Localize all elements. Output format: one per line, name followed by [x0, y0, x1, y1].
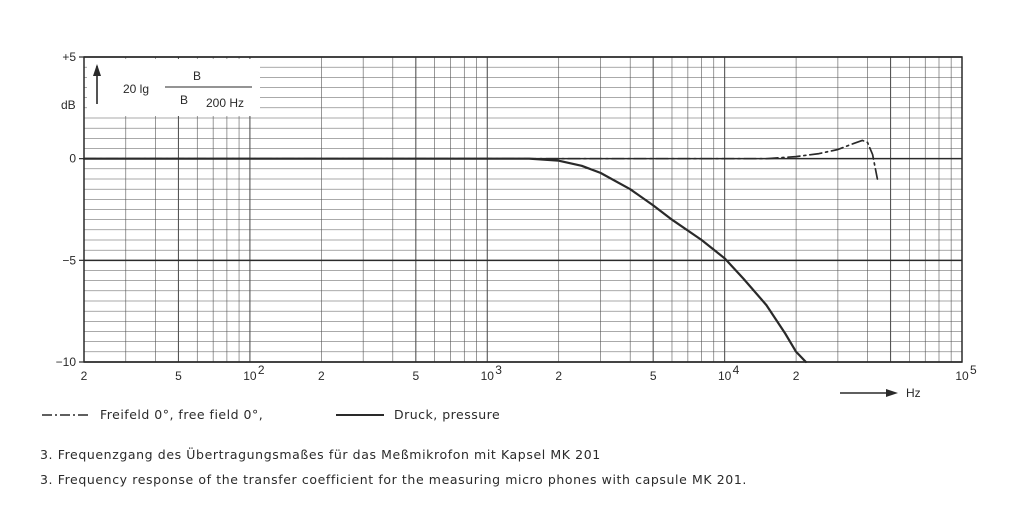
formula-denominator-sub: 200 Hz: [206, 96, 244, 110]
y-tick-label: +5: [62, 50, 76, 64]
x-tick-exponent: 4: [733, 363, 740, 377]
chart-frame: [83, 56, 963, 363]
formula-numerator: B: [193, 69, 201, 83]
x-tick-label: 5: [412, 369, 419, 383]
y-axis-arrow-head: [93, 64, 101, 76]
caption-german: 3. Frequenzgang des Übertragungsmaßes fü…: [40, 447, 601, 462]
legend-swatch-free-field: [42, 414, 90, 416]
legend-label-pressure: Druck, pressure: [394, 407, 501, 422]
formula-denominator: B: [180, 93, 188, 107]
x-tick-label: 10: [481, 369, 495, 383]
y-tick-label: −10: [56, 355, 77, 369]
x-tick-label: 10: [718, 369, 732, 383]
x-tick-label: 2: [318, 369, 325, 383]
x-tick-exponent: 2: [258, 363, 265, 377]
formula-prefix: 20 lg: [123, 82, 149, 96]
series-pressure-line: [82, 157, 807, 364]
x-tick-exponent: 5: [970, 363, 977, 377]
x-tick-label: 10: [955, 369, 969, 383]
x-axis-unit: Hz: [906, 386, 921, 400]
x-tick-exponent: 3: [495, 363, 502, 377]
y-tick-label: 0: [69, 152, 76, 166]
frequency-response-chart: 20 lg B B 200 Hz dB +50−5−10 2 5 10 2 2 5 10 3 2…: [56, 50, 977, 400]
y-tick-labels: +5 0 −5 −10: [56, 50, 84, 369]
x-tick-label: 2: [793, 369, 800, 383]
y-tick-label: −5: [62, 253, 76, 267]
x-tick-labels: 2 5 10 2 2 5 10 3 2 5 10 4 2 10 5: [81, 363, 977, 383]
x-axis-arrow-head: [886, 389, 898, 397]
caption-english: 3. Frequency response of the transfer co…: [40, 472, 747, 487]
x-tick-label: 2: [81, 369, 88, 383]
plot-frame: [83, 56, 963, 363]
x-tick-label: 10: [243, 369, 257, 383]
y-formula-box: 20 lg B B 200 Hz: [87, 59, 260, 116]
x-tick-label: 5: [175, 369, 182, 383]
x-tick-label: 2: [555, 369, 562, 383]
x-tick-label: 5: [650, 369, 657, 383]
legend-label-free-field: Freifeld 0°, free field 0°,: [100, 407, 264, 422]
legend-swatch-pressure: [336, 414, 384, 416]
series-free-field-line: [83, 139, 879, 180]
series-lines: [82, 139, 879, 364]
y-axis-unit: dB: [61, 98, 76, 112]
